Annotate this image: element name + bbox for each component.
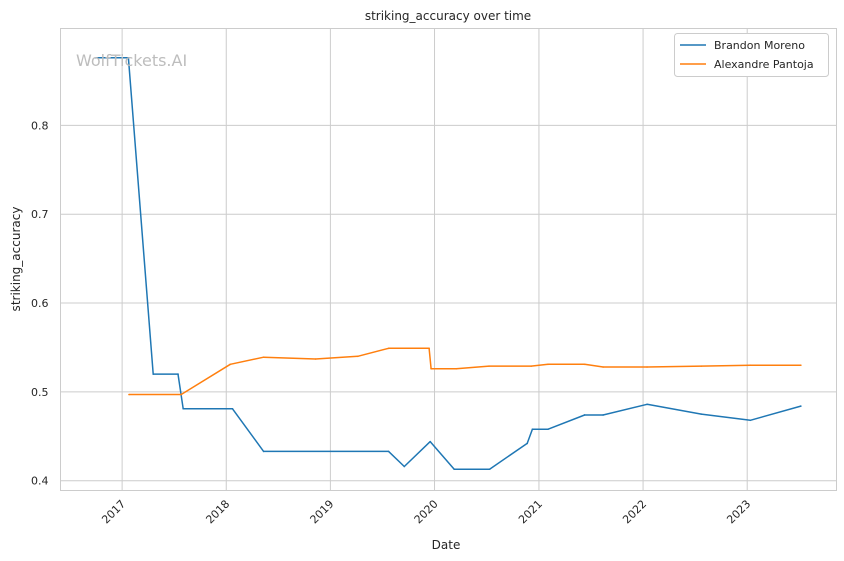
data-point: [700, 365, 703, 367]
data-point: [127, 57, 130, 59]
data-point: [152, 373, 155, 375]
y-axis-label: striking_accuracy: [9, 207, 23, 312]
x-tick-label: 2018: [203, 497, 232, 526]
data-point: [530, 365, 533, 367]
data-point: [800, 364, 802, 367]
watermark: WolfTickets.AI: [76, 51, 187, 70]
x-tick-label: 2017: [99, 497, 128, 526]
data-point: [229, 363, 232, 366]
data-point: [231, 407, 234, 410]
data-point: [128, 393, 130, 396]
data-point: [749, 419, 752, 422]
data-point: [182, 407, 184, 410]
data-point: [646, 403, 648, 406]
data-point: [531, 428, 534, 430]
data-point: [429, 440, 432, 443]
legend-label-alexandre-pantoja: Alexandre Pantoja: [714, 58, 814, 71]
data-point: [700, 413, 703, 415]
series-line-alexandre-pantoja: [129, 347, 801, 396]
data-point: [430, 367, 432, 370]
x-axis-label: Date: [432, 538, 461, 552]
x-tick-label: 2019: [308, 497, 337, 526]
data-point: [583, 414, 586, 416]
data-point: [387, 450, 390, 453]
x-tick-label: 2020: [412, 497, 441, 526]
plot-frame: [60, 28, 837, 491]
x-tick-label: 2022: [620, 497, 649, 526]
data-point: [583, 363, 586, 366]
data-point: [455, 367, 458, 370]
data-point: [602, 366, 604, 368]
series-line-brandon-moreno: [95, 57, 802, 470]
data-point: [547, 428, 549, 430]
data-point: [177, 373, 179, 375]
data-point: [453, 468, 456, 470]
data-point: [526, 442, 529, 445]
legend: Brandon Moreno Alexandre Pantoja: [674, 33, 829, 77]
data-point: [428, 347, 430, 350]
data-point: [262, 356, 265, 359]
data-point: [356, 355, 359, 358]
data-point: [180, 393, 182, 396]
data-point: [749, 364, 752, 367]
data-point: [262, 450, 265, 453]
data-point: [488, 468, 491, 470]
y-tick-label: 0.7: [31, 208, 49, 221]
y-tick-label: 0.8: [31, 119, 49, 132]
data-point: [387, 347, 390, 350]
data-point: [547, 363, 549, 366]
x-tick-label: 2021: [516, 497, 545, 526]
x-tick-label: 2023: [724, 497, 753, 526]
chart-title: striking_accuracy over time: [365, 9, 531, 23]
legend-box: [674, 33, 829, 77]
y-tick-label: 0.4: [31, 475, 49, 488]
data-point: [95, 57, 97, 59]
data-point: [602, 414, 604, 416]
data-point: [314, 358, 317, 360]
data-point: [488, 365, 490, 367]
y-tick-label: 0.5: [31, 386, 49, 399]
data-point: [646, 366, 648, 368]
y-tick-label: 0.6: [31, 297, 49, 310]
data-point: [800, 405, 802, 407]
data-point: [403, 465, 406, 468]
legend-label-brandon-moreno: Brandon Moreno: [714, 39, 805, 52]
